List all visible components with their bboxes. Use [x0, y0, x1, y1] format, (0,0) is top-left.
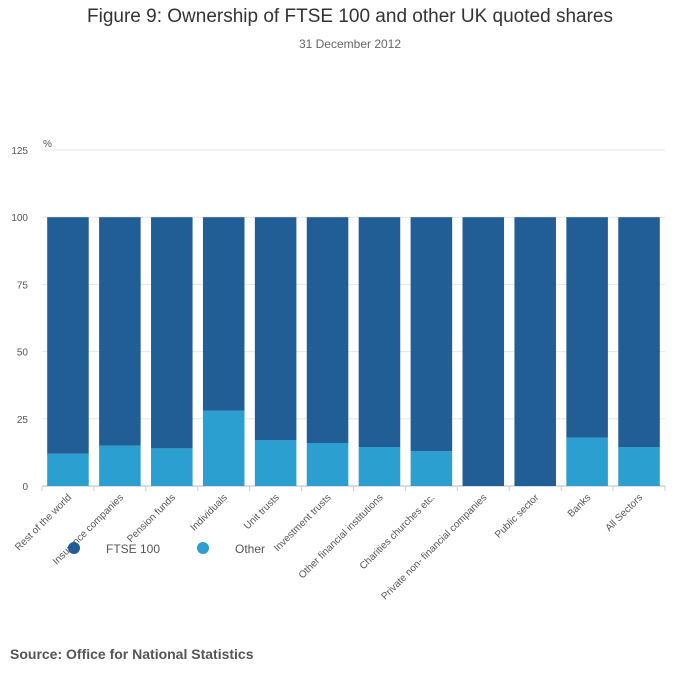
- chart-subtitle: 31 December 2012: [298, 37, 402, 51]
- legend-marker: [197, 542, 209, 554]
- bar-other: [358, 447, 401, 486]
- bar-ftse-100: [306, 217, 349, 443]
- bar-other: [47, 453, 89, 486]
- y-tick-label: 50: [17, 348, 29, 359]
- legend-label: Other: [235, 542, 265, 556]
- bar-other: [566, 437, 608, 486]
- bar-other: [618, 447, 660, 486]
- bar-other: [254, 440, 297, 486]
- bar-ftse-100: [462, 217, 505, 486]
- y-axis-label: %: [43, 139, 52, 150]
- bar-other: [151, 448, 193, 486]
- bar-other: [306, 442, 349, 486]
- y-tick-label: 0: [22, 482, 28, 493]
- legend-label: FTSE 100: [106, 542, 160, 556]
- bar-ftse-100: [202, 217, 245, 411]
- x-category-label: Individuals: [189, 492, 230, 533]
- bar-ftse-100: [566, 217, 608, 438]
- x-category-label: All Sectors: [604, 492, 646, 534]
- x-category-label: Public sector: [493, 492, 542, 541]
- chart-title: Figure 9: Ownership of FTSE 100 and othe…: [87, 6, 613, 27]
- x-category-label: Rest of the world: [13, 492, 74, 553]
- y-tick-label: 125: [11, 146, 28, 157]
- bar-other: [410, 451, 453, 486]
- bar-ftse-100: [514, 217, 556, 486]
- bar-ftse-100: [99, 217, 141, 446]
- x-category-label: Pension funds: [125, 492, 178, 545]
- bar-ftse-100: [151, 217, 193, 449]
- x-category-label: Unit trusts: [242, 492, 282, 532]
- bar-ftse-100: [410, 217, 453, 452]
- y-tick-label: 100: [11, 213, 28, 224]
- source-note: Source: Office for National Statistics: [10, 646, 254, 662]
- bar-other: [99, 445, 141, 486]
- bar-ftse-100: [358, 217, 401, 448]
- bar-ftse-100: [254, 217, 297, 441]
- x-category-label: Other financial institutions: [297, 492, 386, 581]
- legend-marker: [68, 542, 80, 554]
- x-category-label: Banks: [566, 492, 593, 519]
- y-tick-label: 75: [17, 280, 29, 291]
- bar-other: [202, 410, 245, 486]
- bar-ftse-100: [618, 217, 660, 448]
- y-tick-label: 25: [17, 415, 29, 426]
- x-category-label: Private non- financial companies: [379, 492, 489, 602]
- bar-ftse-100: [47, 217, 89, 454]
